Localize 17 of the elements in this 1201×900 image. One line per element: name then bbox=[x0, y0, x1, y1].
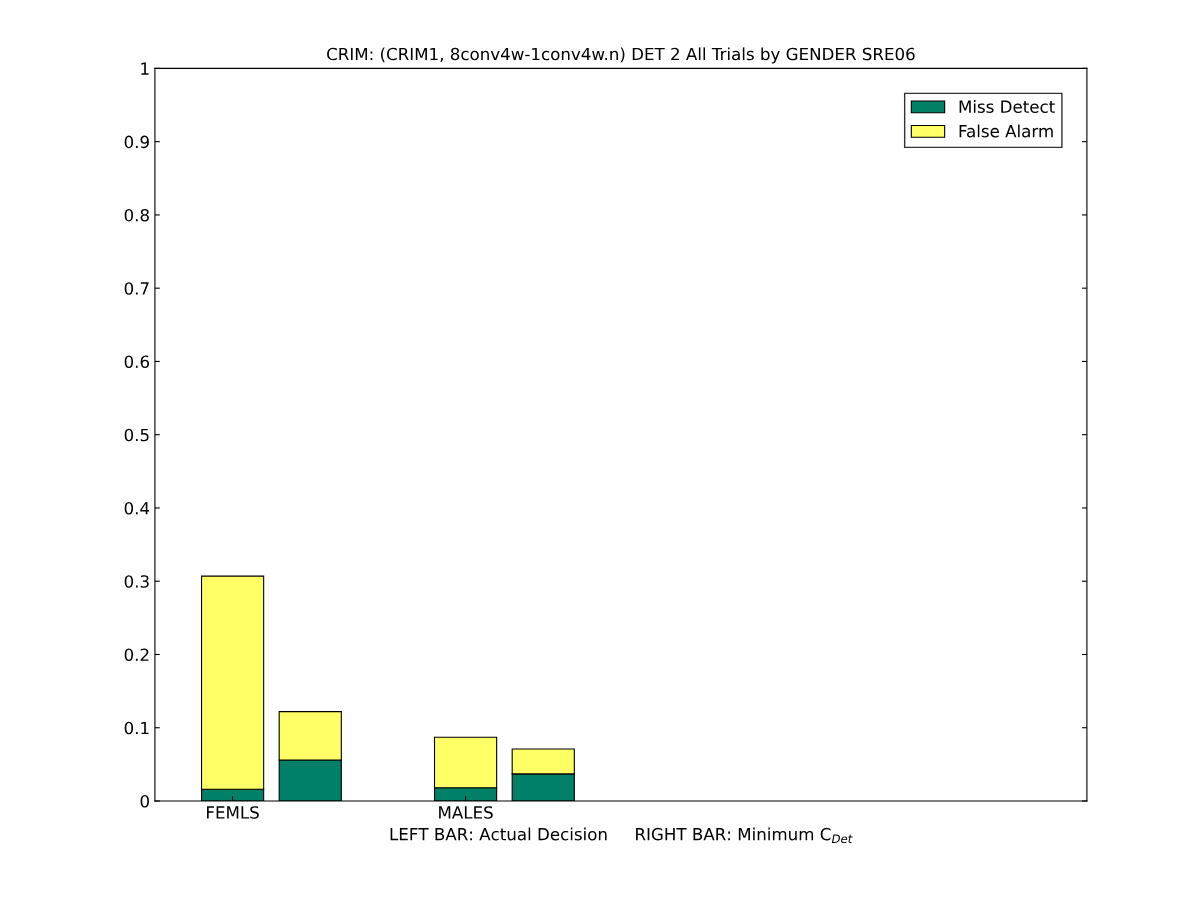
y-tick-label: 0.9 bbox=[124, 135, 149, 149]
legend-label: False Alarm bbox=[959, 124, 1053, 138]
y-tick-label: 0.7 bbox=[124, 282, 149, 295]
y-tick-label: 0.4 bbox=[124, 501, 150, 515]
y-tick-label: 0.2 bbox=[124, 648, 149, 662]
y-tick-label: 0.3 bbox=[124, 575, 149, 588]
y-tick-label: 0.8 bbox=[124, 208, 149, 222]
y-tick-label: 0.1 bbox=[124, 721, 149, 735]
y-tick-label: 0 bbox=[140, 794, 149, 808]
x-tick-label: FEMLS bbox=[207, 806, 259, 819]
x-tick-label: MALES bbox=[439, 806, 493, 819]
y-tick-label: 1 bbox=[141, 62, 149, 75]
y-tick-label: 0.6 bbox=[124, 355, 150, 369]
x-axis-title: LEFT BAR: Actual Decision RIGHT BAR: Minimum C$_{Det}$ bbox=[390, 827, 853, 844]
legend-label: Miss Detect bbox=[959, 100, 1055, 113]
chart-title: CRIM: (CRIM1, 8conv4w-1conv4w.n) DET 2 All Trials by GENDER SRE06 bbox=[327, 47, 915, 64]
y-tick-label: 0.5 bbox=[124, 428, 149, 442]
